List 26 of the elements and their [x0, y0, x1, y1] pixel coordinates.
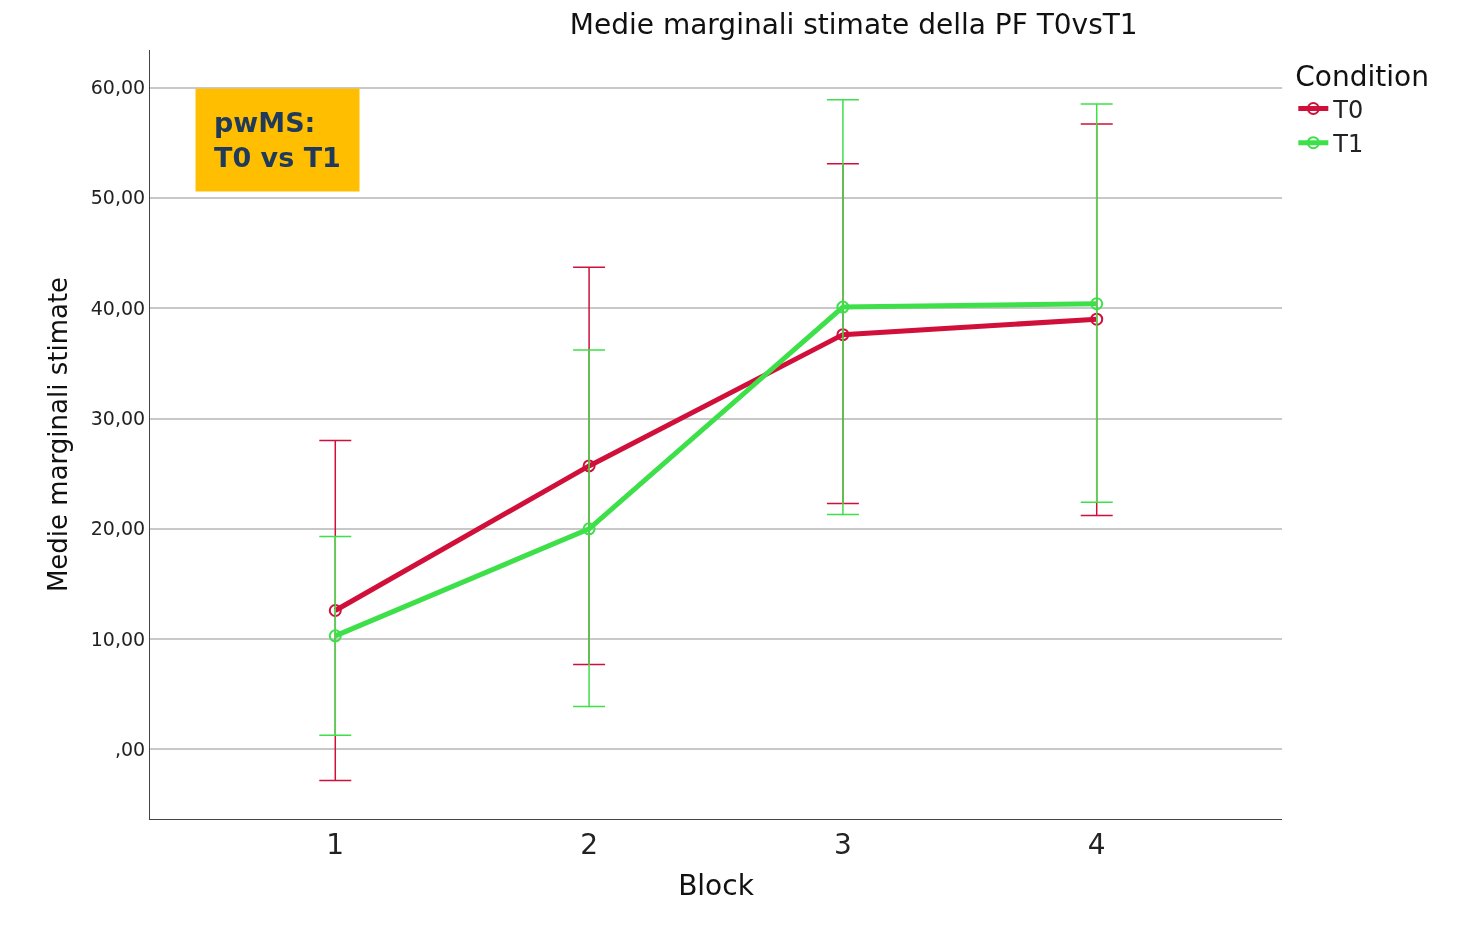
chart-title: Medie marginali stimate della PF T0vsT1: [569, 7, 1138, 41]
point: [582, 522, 596, 536]
y-tick-label: ,00: [114, 738, 146, 761]
legend-label: T0: [1332, 95, 1364, 124]
y-tick-label: 10,00: [90, 627, 146, 650]
point: [582, 459, 596, 473]
point: [836, 328, 850, 342]
x-tick-label: 2: [580, 827, 598, 861]
annotation: pwMS: T0 vs T1: [214, 107, 341, 174]
y-tick-label: 20,00: [90, 517, 146, 540]
legend-title: Condition: [1295, 60, 1429, 94]
x-axis-title: Block: [678, 868, 755, 902]
y-tick-label: 50,00: [90, 186, 146, 209]
x-tick-label: 1: [326, 827, 345, 861]
y-axis-title: Medie marginali stimate: [43, 276, 74, 593]
point: [1090, 297, 1104, 311]
y-tick-label: 40,00: [90, 296, 146, 319]
x-tick-label: 3: [834, 827, 852, 861]
point: [328, 603, 342, 617]
point: [1090, 312, 1104, 326]
point: [328, 629, 342, 643]
y-tick-label: 30,00: [90, 407, 146, 430]
y-tick-label: 60,00: [90, 76, 146, 99]
x-tick-label: 4: [1087, 827, 1106, 861]
point: [836, 300, 850, 314]
legend-label: T1: [1332, 130, 1364, 159]
